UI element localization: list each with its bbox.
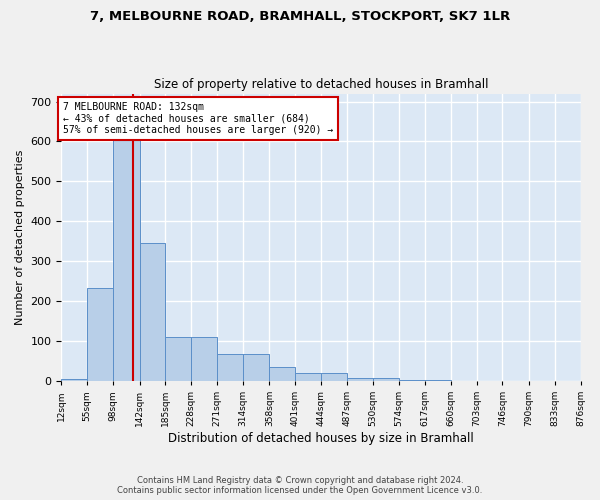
Bar xyxy=(113,114,140,381)
Bar xyxy=(269,367,295,381)
Bar xyxy=(425,380,451,381)
Bar xyxy=(347,378,373,381)
Bar xyxy=(373,378,399,381)
Bar xyxy=(243,354,269,381)
Title: Size of property relative to detached houses in Bramhall: Size of property relative to detached ho… xyxy=(154,78,488,91)
Text: Contains HM Land Registry data © Crown copyright and database right 2024.
Contai: Contains HM Land Registry data © Crown c… xyxy=(118,476,482,495)
Text: 7, MELBOURNE ROAD, BRAMHALL, STOCKPORT, SK7 1LR: 7, MELBOURNE ROAD, BRAMHALL, STOCKPORT, … xyxy=(90,10,510,23)
Bar xyxy=(295,373,321,381)
Bar xyxy=(140,244,166,381)
Bar xyxy=(166,337,191,381)
Y-axis label: Number of detached properties: Number of detached properties xyxy=(15,150,25,325)
Bar xyxy=(399,380,425,381)
Bar xyxy=(61,379,87,381)
Text: 7 MELBOURNE ROAD: 132sqm
← 43% of detached houses are smaller (684)
57% of semi-: 7 MELBOURNE ROAD: 132sqm ← 43% of detach… xyxy=(62,102,333,134)
Bar xyxy=(87,288,113,381)
Bar xyxy=(191,337,217,381)
Bar xyxy=(321,373,347,381)
X-axis label: Distribution of detached houses by size in Bramhall: Distribution of detached houses by size … xyxy=(168,432,474,445)
Bar xyxy=(217,354,243,381)
